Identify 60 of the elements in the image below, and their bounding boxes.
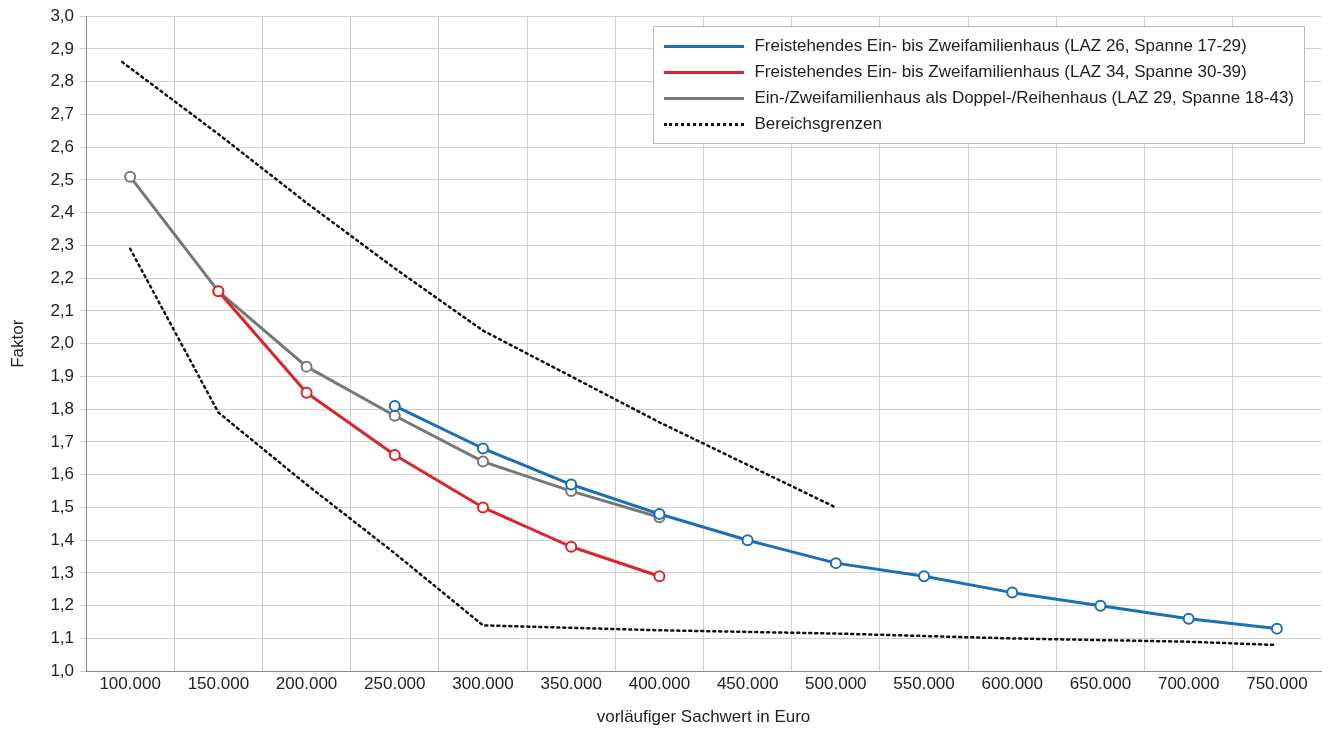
y-tick-label: 1,5	[50, 497, 75, 517]
y-tick-label: 3,0	[50, 5, 75, 25]
y-tick-label: 2,1	[50, 300, 75, 320]
y-tick-label: 2,9	[50, 38, 75, 58]
point	[124, 170, 137, 183]
x-tick-label: 750.000	[1246, 674, 1308, 694]
point	[1094, 599, 1107, 612]
y-tick-label: 2,6	[50, 136, 75, 156]
y-tick-label: 2,8	[50, 71, 75, 91]
point	[829, 557, 842, 570]
x-tick-label: 300.000	[452, 674, 514, 694]
y-axis-title: Faktor	[7, 319, 27, 368]
x-tick-label: 200.000	[275, 674, 338, 694]
x-tick-label: 250.000	[364, 674, 426, 694]
legend-label: Freistehendes Ein- bis Zweifamilienhaus (LAZ 34, Spanne 30-39)	[754, 62, 1247, 82]
point	[388, 449, 401, 462]
y-tick-label: 1,1	[50, 628, 75, 648]
y-tick-label: 2,0	[50, 333, 75, 353]
y-tick-label: 1,8	[50, 398, 75, 418]
y-tick-label: 1,4	[50, 529, 75, 549]
x-tick-label: 600.000	[981, 674, 1043, 694]
y-tick-label: 1,3	[50, 562, 75, 582]
y-tick-label: 1,6	[50, 464, 75, 484]
y-tick-label: 2,5	[50, 169, 75, 189]
y-tick-label: 1,2	[50, 595, 75, 615]
y-tick-label: 2,3	[50, 235, 75, 255]
x-tick-label: 550.000	[893, 674, 955, 694]
point	[476, 501, 489, 514]
point	[565, 540, 578, 553]
point	[653, 508, 666, 520]
point	[565, 478, 578, 491]
y-tick-label: 1,7	[50, 431, 75, 451]
point	[918, 570, 931, 583]
legend-label: Bereichsgrenzen	[754, 114, 882, 134]
x-tick-label: 150.000	[187, 674, 250, 694]
x-tick-label: 650.000	[1069, 674, 1132, 694]
point	[1270, 622, 1283, 635]
y-tick-label: 2,2	[50, 267, 75, 287]
x-tick-label: 450.000	[716, 674, 779, 694]
x-tick-label: 700.000	[1157, 674, 1220, 694]
x-tick-label: 350.000	[540, 674, 602, 694]
point	[300, 386, 313, 399]
point	[476, 455, 489, 468]
point	[1006, 586, 1019, 599]
point	[388, 399, 401, 412]
x-tick-label: 400.000	[628, 674, 691, 694]
point	[653, 570, 666, 583]
legend-label: Freistehendes Ein- bis Zweifamilienhaus (LAZ 26, Spanne 17-29)	[754, 36, 1247, 56]
x-axis-title: vorläufiger Sachwert in Euro	[596, 707, 811, 727]
x-tick-label: 500.000	[805, 674, 867, 694]
legend-label: Ein-/Zweifamilienhaus als Doppel-/Reihenhaus (LAZ 29, Spanne 18-43)	[754, 88, 1294, 108]
point	[300, 360, 313, 373]
point	[476, 442, 489, 455]
y-tick-label: 2,7	[50, 104, 75, 124]
y-tick-label: 1,9	[50, 366, 75, 386]
y-tick-label: 2,4	[50, 202, 75, 222]
x-tick-label: 100.000	[99, 674, 161, 694]
point	[1182, 612, 1195, 625]
y-tick-label: 1,0	[50, 660, 75, 680]
point	[741, 534, 754, 547]
